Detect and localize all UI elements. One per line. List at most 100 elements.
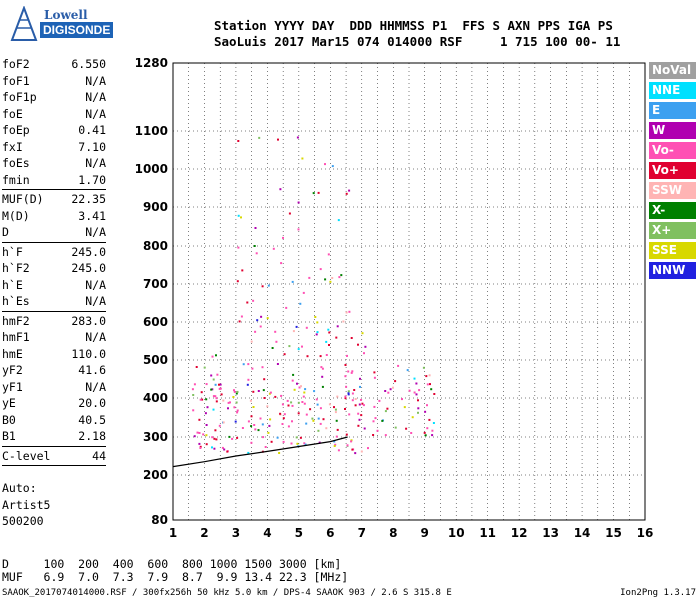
- distance-row: D 100 200 400 600 800 1000 1500 3000 [km…: [2, 557, 342, 571]
- echo-point: [303, 442, 306, 445]
- echo-point: [192, 409, 195, 412]
- echo-point: [336, 395, 339, 398]
- param-row: h`Es N/A: [2, 293, 106, 310]
- echo-point: [305, 326, 308, 329]
- echo-point: [214, 383, 217, 386]
- x-tick-label: 8: [389, 526, 397, 540]
- echo-point: [283, 353, 286, 356]
- scaled-parameters-panel: foF2 6.550 foF1 N/A foF1p N/A foE N/A foEp 0.41 fx…: [2, 56, 106, 467]
- echo-point: [333, 445, 336, 447]
- echo-point: [278, 452, 281, 454]
- echo-point: [302, 291, 305, 294]
- echo-point: [348, 189, 351, 192]
- echo-point: [317, 417, 320, 420]
- echo-point: [210, 388, 213, 391]
- echo-point: [266, 405, 269, 408]
- echo-point: [344, 364, 347, 366]
- param-row: foF1p N/A: [2, 89, 106, 106]
- echo-point: [259, 417, 262, 420]
- echo-point: [267, 431, 270, 434]
- echo-point: [345, 311, 348, 314]
- param-label: h`F2: [2, 261, 30, 275]
- echo-point: [191, 388, 194, 391]
- polarization-legend: NoVal NNE E W Vo- Vo+ SSW X- X+ SSE NNW: [649, 62, 696, 282]
- param-value: N/A: [85, 106, 106, 121]
- echo-point: [329, 280, 332, 283]
- echo-point: [211, 436, 214, 439]
- echo-point: [425, 375, 428, 378]
- legend-item: SSE: [649, 242, 696, 259]
- echo-point: [241, 269, 244, 272]
- echo-point: [345, 385, 348, 388]
- param-row: foF2 6.550: [2, 56, 106, 73]
- echo-point: [262, 436, 265, 439]
- echo-point: [257, 429, 260, 432]
- echo-point: [290, 442, 293, 445]
- echo-point: [338, 276, 341, 279]
- echo-point: [347, 390, 350, 393]
- param-value: N/A: [85, 330, 106, 344]
- echo-point: [211, 355, 214, 358]
- echo-point: [327, 253, 330, 256]
- echo-point: [299, 436, 302, 439]
- echo-point: [381, 419, 384, 422]
- echo-point: [221, 446, 224, 449]
- param-separator: [2, 189, 106, 190]
- echo-point: [267, 284, 270, 287]
- echo-point: [215, 400, 218, 403]
- x-tick-label: 4: [263, 526, 271, 540]
- y-tick-label: 1100: [135, 124, 168, 138]
- echo-point: [280, 262, 283, 265]
- param-label: hmF2: [2, 313, 30, 328]
- echo-point: [317, 429, 320, 432]
- echo-point: [242, 363, 245, 366]
- param-row: foEp 0.41: [2, 122, 106, 139]
- param-row: D N/A: [2, 224, 106, 241]
- param-label: B0: [2, 412, 16, 427]
- echo-point: [317, 191, 320, 194]
- echo-point: [212, 408, 215, 411]
- echo-point: [301, 157, 304, 160]
- echo-point: [222, 421, 225, 424]
- echo-point: [386, 407, 389, 410]
- echo-point: [198, 432, 201, 434]
- echo-point: [344, 395, 347, 398]
- param-row: foE N/A: [2, 106, 106, 123]
- echo-point: [290, 401, 293, 404]
- echo-point: [410, 432, 413, 434]
- echo-point: [270, 440, 273, 443]
- param-label: M(D): [2, 208, 30, 223]
- y-tick-label: 1000: [135, 162, 168, 176]
- legend-item: Vo-: [649, 142, 696, 159]
- param-row: yF1 N/A: [2, 379, 106, 396]
- echo-point: [430, 388, 433, 391]
- echo-point: [340, 274, 343, 277]
- echo-point: [346, 354, 348, 357]
- echo-point: [218, 424, 221, 427]
- echo-point: [205, 443, 208, 446]
- echo-point: [334, 443, 337, 446]
- y-tick-label: 800: [143, 239, 168, 253]
- echo-point: [417, 407, 420, 410]
- echo-point: [315, 398, 318, 401]
- param-value: N/A: [85, 379, 106, 394]
- echo-point: [195, 366, 198, 368]
- echo-point: [424, 434, 427, 437]
- echo-point: [276, 363, 279, 365]
- echo-point: [219, 387, 222, 390]
- param-row: MUF(D) 22.35: [2, 191, 106, 208]
- echo-point: [213, 447, 216, 450]
- echo-point: [384, 390, 387, 392]
- echo-point: [282, 440, 285, 443]
- echo-point: [198, 418, 201, 421]
- param-value: 245.0: [71, 261, 106, 275]
- echo-point: [373, 376, 376, 379]
- echo-point: [237, 246, 240, 249]
- y-tick-label: 600: [143, 315, 168, 329]
- echo-point: [362, 404, 365, 407]
- echo-point: [250, 340, 253, 343]
- echo-point: [236, 280, 239, 283]
- echo-point: [234, 420, 237, 423]
- station-header: Station YYYY DAY DDD HHMMSS P1 FFS S AXN…: [214, 18, 620, 50]
- echo-point: [344, 375, 347, 378]
